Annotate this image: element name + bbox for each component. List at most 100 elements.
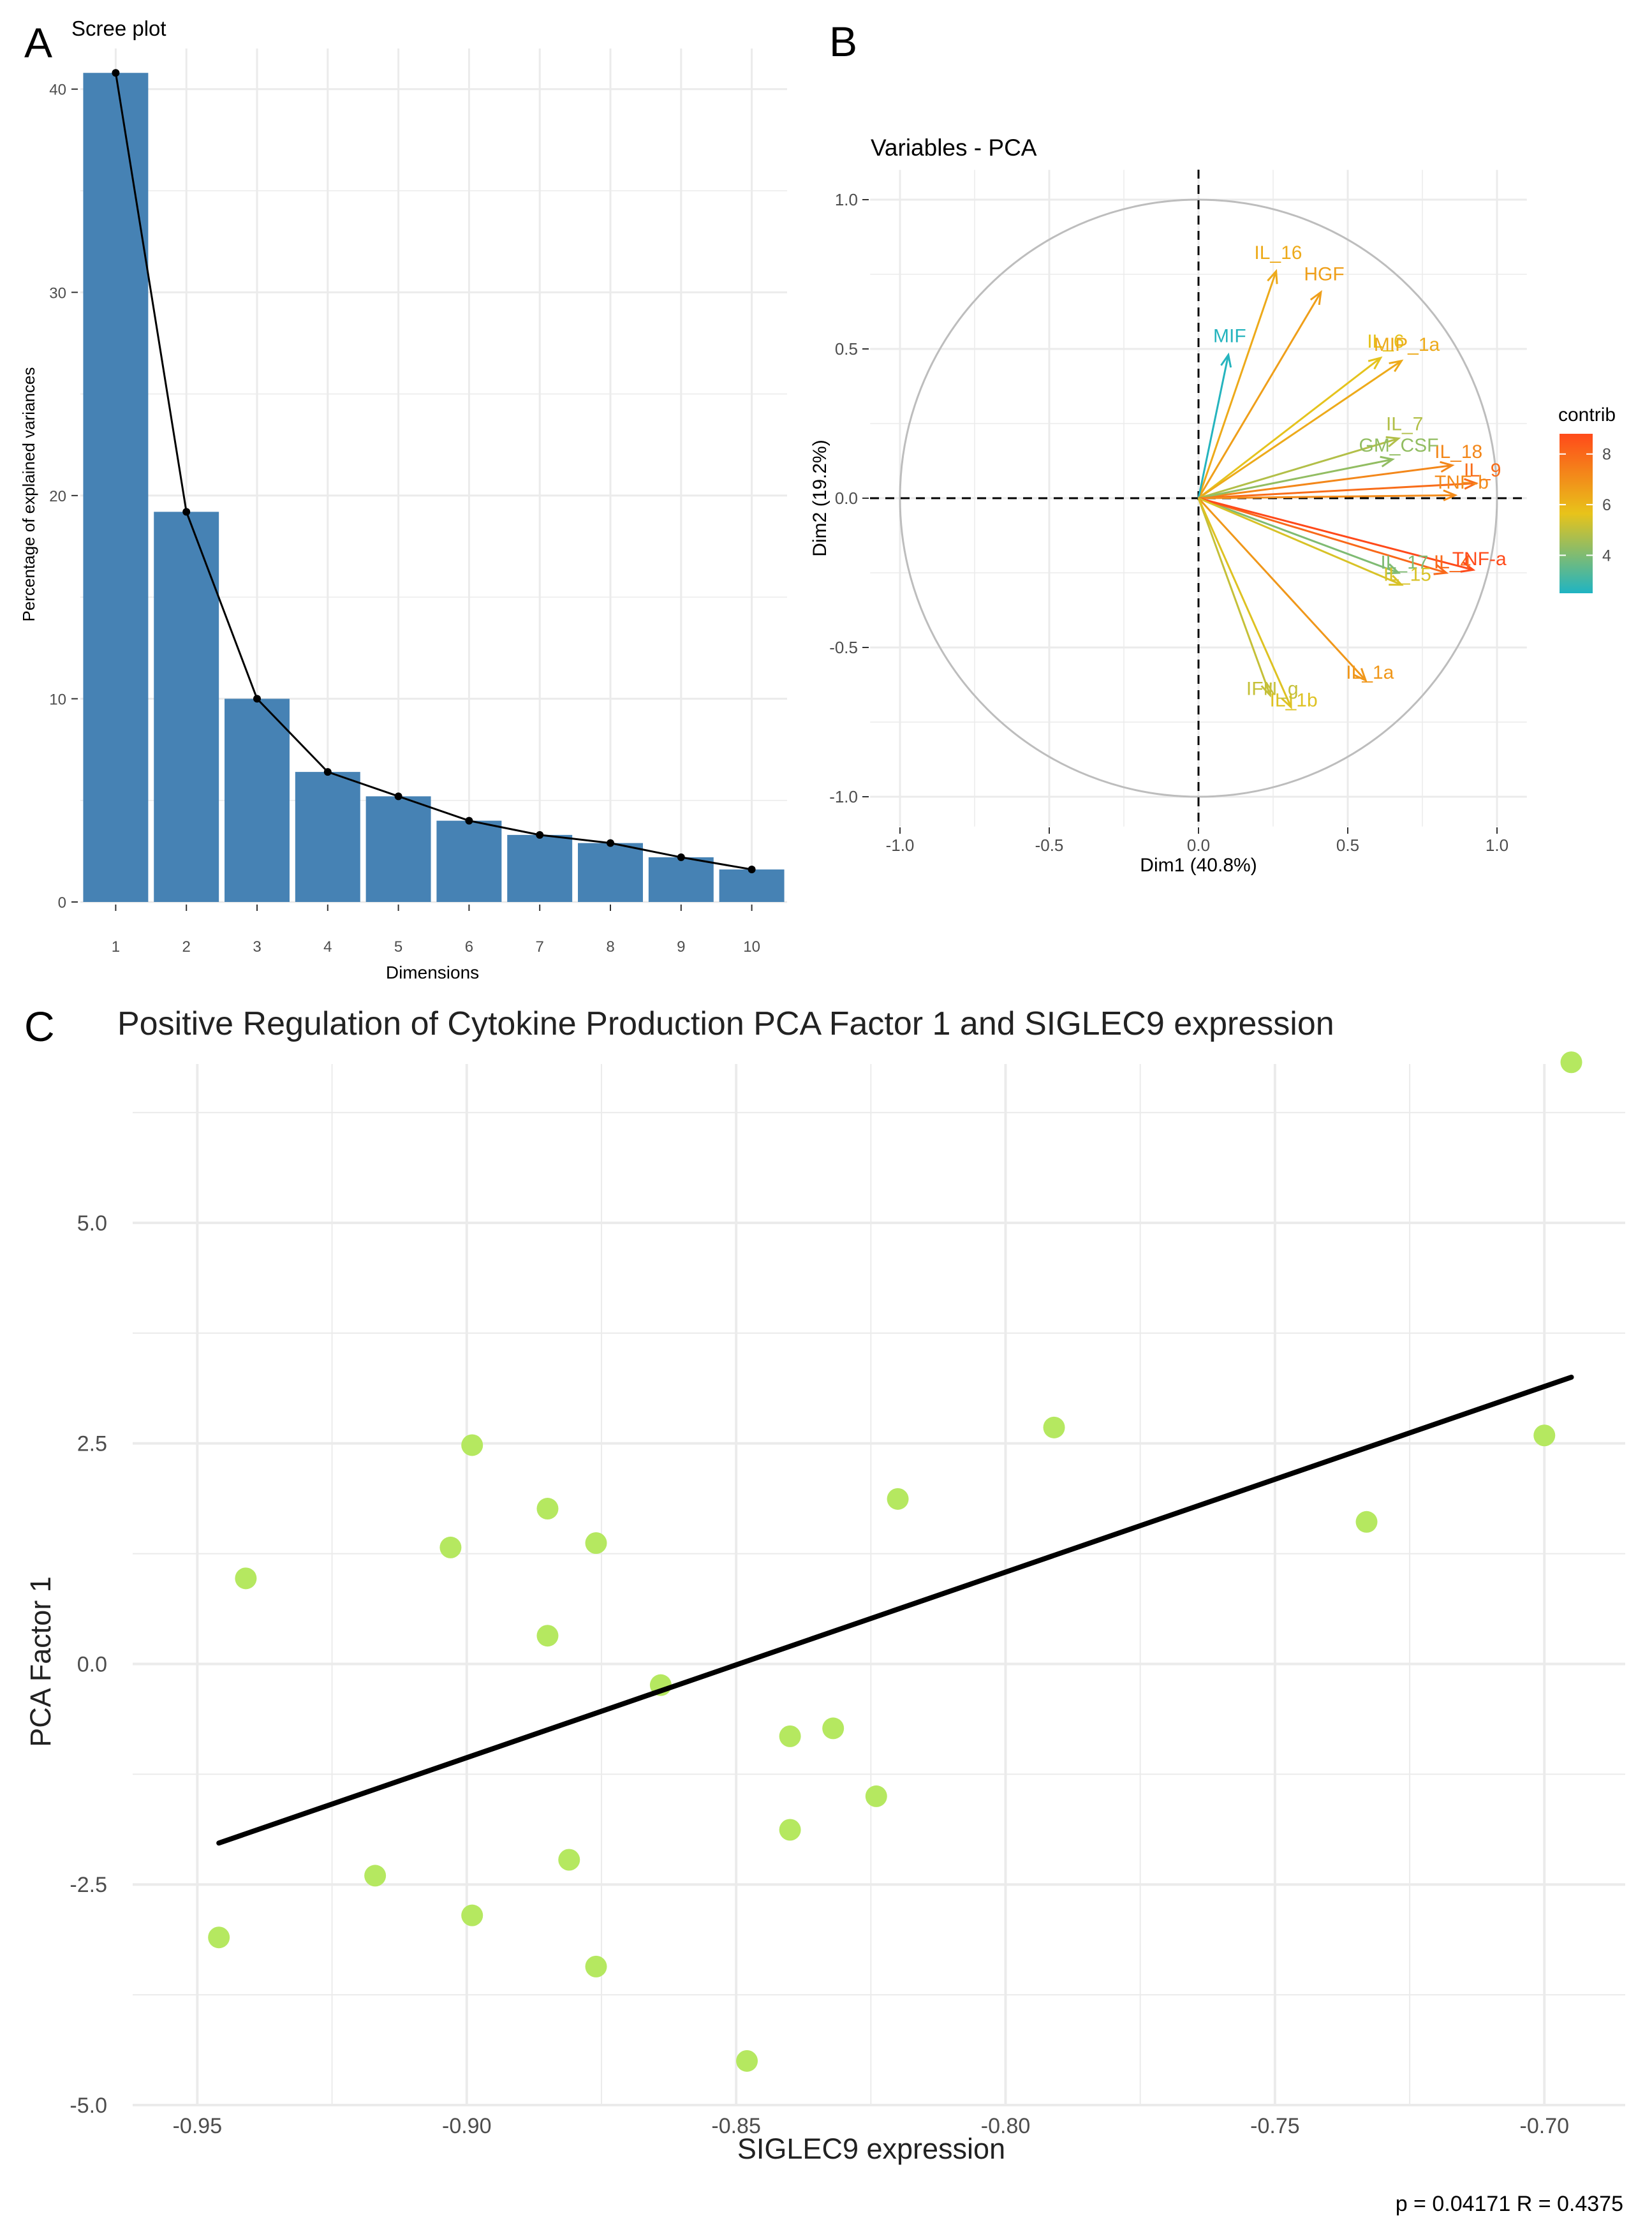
pca-arrowhead [1220,352,1232,368]
scree-y-tick-label: 10 [49,691,66,708]
scatter-x-label: SIGLEC9 expression [737,2132,1005,2165]
pca-title: Variables - PCA [871,135,1037,161]
scree-point [394,792,402,801]
scree-x-tick-label: 1 [112,938,120,956]
pca-arrow-il_1b [1197,498,1292,708]
pca-variable-label: IL_7 [1386,414,1423,435]
scree-point [323,768,332,776]
pca-x-tick-label: -1.0 [886,836,915,855]
pca-arrow-tnf-b [1198,494,1456,499]
scree-bar [295,772,360,902]
scree-x-tick-label: 2 [182,938,191,956]
scatter-point [461,1434,483,1456]
contrib-legend-ticks: 4 6 8 [1560,446,1611,565]
scatter-point [1043,1416,1065,1438]
scree-y-ticks: 0 10 20 30 40 [49,82,78,912]
scree-x-tick-label: 7 [536,938,544,956]
pca-arrow-mip_1a [1198,360,1403,499]
siglec9-scatter-plot: Positive Regulation of Cytokine Producti… [24,1005,1625,2216]
pca-y-tick-label: 0.0 [835,489,858,508]
regression-line [216,1374,1574,1846]
pca-variable-label: TNF-a [1452,549,1507,570]
scree-y-tick-label: 20 [49,488,66,505]
scree-line [112,69,756,874]
pca-arrowhead [1281,694,1292,710]
pca-arrowhead [1389,359,1404,373]
pca-arrow-il_15 [1198,497,1402,586]
pca-x-label: Dim1 (40.8%) [1140,855,1257,876]
pca-variable-label: IL_1a [1346,662,1394,683]
scatter-point [1355,1511,1378,1533]
scatter-point [887,1488,909,1510]
scatter-point [1560,1051,1582,1074]
pca-variable-label: IFN_g [1246,678,1299,699]
scatter-x-tick-label: -0.80 [981,2114,1031,2138]
pca-arrowhead [1443,489,1458,501]
pca-x-tick-label: -0.5 [1035,836,1064,855]
pca-variable-label: IL_17 [1380,552,1428,573]
pca-arrow-mif [1197,355,1230,499]
scree-point [253,695,261,703]
legend-tick-label: 8 [1602,446,1611,464]
scatter-y-ticks: -5.0 -2.5 0.0 2.5 5.0 [70,1211,107,2118]
scree-x-tick-label: 8 [606,938,614,956]
scree-x-tick-label: 10 [743,938,760,956]
pca-arrow-il_17 [1198,497,1399,574]
pca-arrow-il_9 [1198,482,1477,499]
scatter-x-tick-label: -0.70 [1520,2114,1570,2138]
scree-series-line [114,72,752,871]
scree-bar [225,698,290,902]
panel-label-c: C [24,1003,55,1050]
contrib-legend-title: contrib [1558,404,1616,425]
scatter-point [865,1785,887,1807]
scree-y-label: Percentage of explained variances [19,367,38,622]
pca-arrow-il_7 [1198,437,1399,499]
scree-x-tick-label: 3 [253,938,261,956]
scatter-y-label: PCA Factor 1 [24,1576,57,1747]
pca-arrow-il_18 [1198,464,1452,499]
pca-y-ticks: -1.0 -0.5 0.0 0.5 1.0 [829,190,869,806]
scree-y-tick-label: 30 [49,285,66,302]
stats-annotation: p = 0.04171 R = 0.4375 [1396,2192,1623,2216]
scree-bar [83,73,149,903]
scree-x-tick-label: 4 [323,938,332,956]
panel-label-a: A [24,19,52,66]
scatter-x-tick-label: -0.95 [173,2114,223,2138]
pca-variable-label: HGF [1304,263,1344,285]
pca-y-tick-label: 0.5 [835,339,858,358]
scatter-y-tick-label: 0.0 [77,1652,107,1676]
pca-arrowhead [1385,436,1401,448]
scatter-grid [133,1064,1625,2106]
scatter-point [779,1819,801,1841]
legend-tick-label: 6 [1602,496,1611,514]
scatter-point [585,1532,607,1554]
scree-point [465,817,473,825]
pca-arrow-il_6 [1198,357,1382,499]
pca-arrowhead [1267,269,1278,285]
pca-variable-label: MIF [1213,326,1246,347]
pca-arrowhead [1460,561,1476,573]
scree-x-tick-label: 5 [394,938,402,956]
panel-label-b: B [829,18,857,65]
pca-arrowhead [1260,682,1272,698]
scree-x-label: Dimensions [386,963,479,982]
pca-variable-label: TNF-b [1434,472,1489,493]
pca-arrowhead [1368,356,1383,370]
pca-x-ticks: -1.0 -0.5 0.0 0.5 1.0 [886,827,1508,855]
scatter-point [235,1567,257,1590]
pca-variable-label: MIP_1a [1374,334,1440,355]
pca-x-tick-label: 0.5 [1336,836,1359,855]
scree-point [536,831,544,839]
pca-variable-label: IL_1b [1270,690,1318,711]
scree-bar [365,796,431,902]
pca-variable-label: IL_15 [1383,565,1431,586]
scatter-point [536,1625,559,1647]
contrib-colorbar [1560,434,1593,593]
scatter-x-ticks: -0.95 -0.90 -0.85 -0.80 -0.75 -0.70 [173,2114,1569,2138]
scatter-x-tick-label: -0.90 [442,2114,492,2138]
scatter-points [208,1051,1582,2072]
pca-arrowhead [1385,563,1401,575]
pca-arrows [1197,269,1479,710]
